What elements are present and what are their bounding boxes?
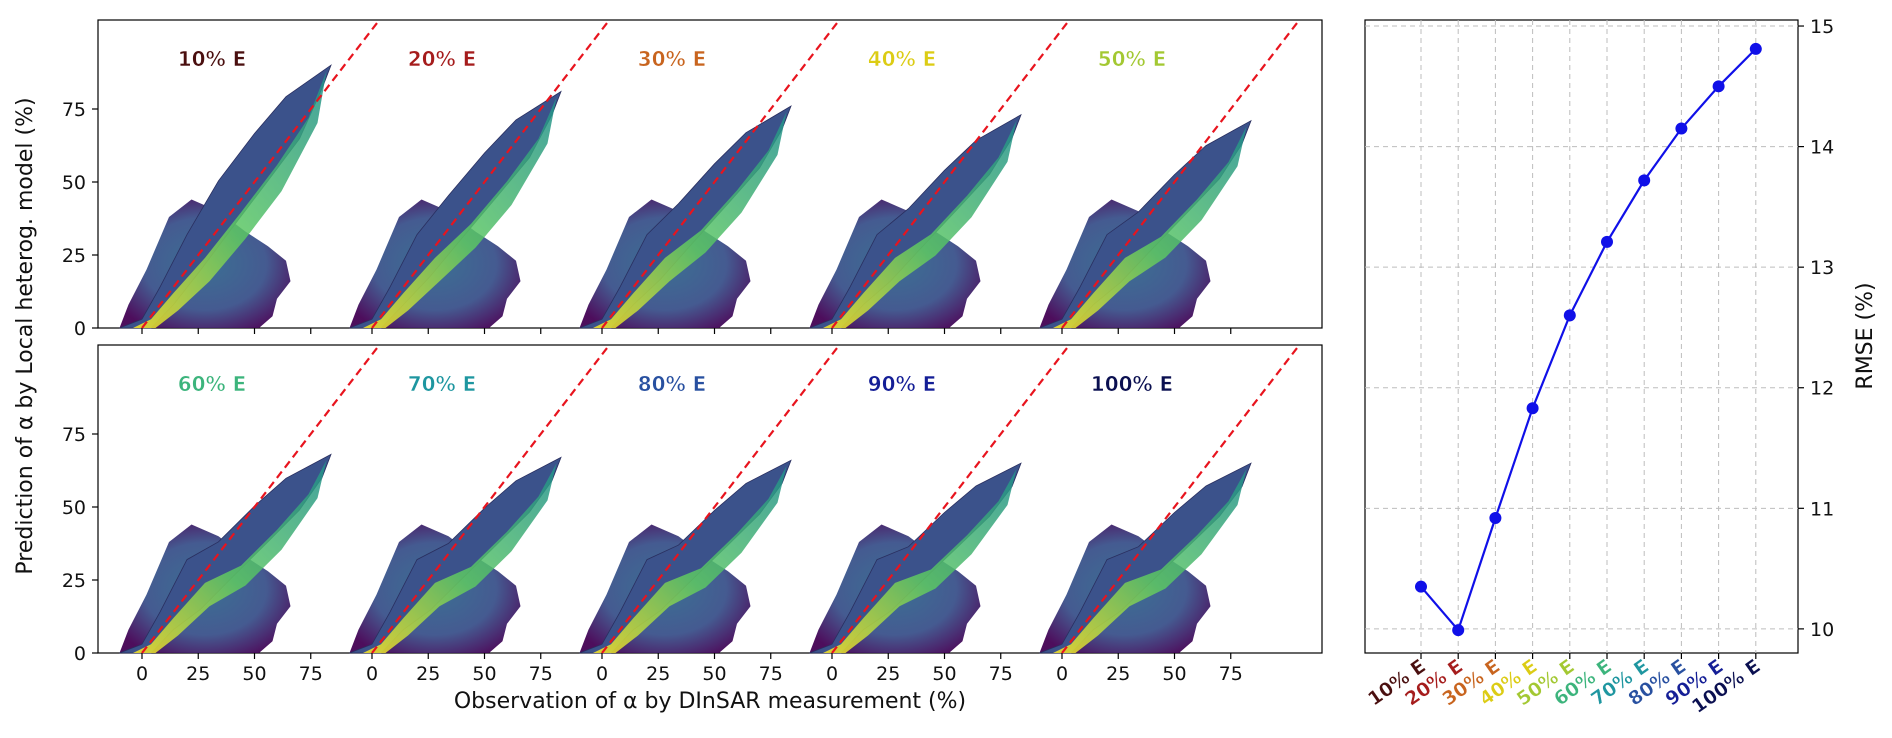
rmse-point — [1749, 42, 1762, 55]
rmse-y-tick-label: 13 — [1810, 257, 1834, 279]
density-panel: 90% E — [809, 344, 1071, 654]
rmse-y-tick-label: 11 — [1810, 498, 1834, 520]
x-tick-label: 50 — [702, 663, 726, 685]
density-panel: 10% E — [119, 19, 381, 329]
panel-label: 100% E — [1091, 372, 1173, 396]
y-tick-label: 50 — [62, 172, 86, 194]
density-panel: 70% E — [349, 344, 611, 654]
x-tick-label: 50 — [242, 663, 266, 685]
panel-label: 40% E — [868, 47, 937, 71]
rmse-point — [1675, 122, 1688, 135]
density-panel: 20% E — [349, 19, 611, 329]
x-tick-label: 75 — [989, 663, 1013, 685]
rmse-point — [1638, 174, 1651, 187]
rmse-y-tick-label: 12 — [1810, 378, 1834, 400]
y-axis-label: Prediction of α by Local heterog. model … — [13, 97, 38, 574]
x-tick-label: 75 — [759, 663, 783, 685]
density-panel: 50% E — [1039, 19, 1301, 329]
rmse-point — [1489, 511, 1502, 524]
x-tick-label: 0 — [596, 663, 608, 685]
x-tick-label: 25 — [876, 663, 900, 685]
rmse-series-line — [1420, 48, 1757, 633]
rmse-y-tick-label: 10 — [1810, 619, 1834, 641]
x-tick-label: 75 — [299, 663, 323, 685]
y-tick-label: 25 — [62, 570, 86, 592]
panel-label: 70% E — [408, 372, 477, 396]
rmse-y-tick-label: 14 — [1810, 137, 1834, 159]
rmse-y-tick-label: 15 — [1810, 16, 1834, 38]
y-tick-label: 25 — [62, 245, 86, 267]
panel-label: 10% E — [178, 47, 247, 71]
rmse-point — [1563, 309, 1576, 322]
density-panel: 80% E — [579, 344, 841, 654]
panel-label: 60% E — [178, 372, 247, 396]
y-tick-label: 75 — [62, 424, 86, 446]
density-scatter-grid: 10% E 20% E 30% E 40% E 50% E 60% E 70% E 80% E… — [13, 19, 1323, 714]
rmse-y-axis-label: RMSE (%) — [1853, 282, 1878, 389]
x-tick-label: 50 — [1162, 663, 1186, 685]
x-tick-label: 25 — [1106, 663, 1130, 685]
rmse-frame — [1364, 19, 1799, 654]
rmse-point — [1526, 402, 1539, 415]
rmse-point — [1601, 235, 1613, 248]
y-tick-label: 50 — [62, 497, 86, 519]
y-tick-label: 0 — [74, 318, 86, 340]
x-tick-label: 75 — [1219, 663, 1243, 685]
rmse-point — [1712, 80, 1725, 93]
panel-label: 50% E — [1098, 47, 1167, 71]
panel-label: 80% E — [638, 372, 707, 396]
x-tick-label: 0 — [366, 663, 378, 685]
x-tick-label: 25 — [186, 663, 210, 685]
y-tick-label: 0 — [74, 643, 86, 665]
panel-label: 20% E — [408, 47, 477, 71]
x-tick-label: 0 — [826, 663, 838, 685]
density-panel: 60% E — [119, 344, 381, 654]
x-tick-label: 0 — [1056, 663, 1068, 685]
panel-label: 90% E — [868, 372, 937, 396]
density-panel: 30% E — [579, 19, 841, 329]
panel-label: 30% E — [638, 47, 707, 71]
rmse-point — [1415, 580, 1427, 593]
x-tick-label: 0 — [136, 663, 148, 685]
x-axis-label: Observation of α by DInSAR measurement (… — [454, 689, 966, 714]
density-panel: 100% E — [1039, 344, 1301, 654]
rmse-point — [1452, 624, 1465, 637]
x-tick-label: 25 — [416, 663, 440, 685]
density-panel: 40% E — [809, 19, 1071, 329]
x-tick-label: 50 — [472, 663, 496, 685]
y-tick-label: 75 — [62, 99, 86, 121]
x-tick-label: 50 — [932, 663, 956, 685]
x-tick-label: 75 — [529, 663, 553, 685]
x-tick-label: 25 — [646, 663, 670, 685]
